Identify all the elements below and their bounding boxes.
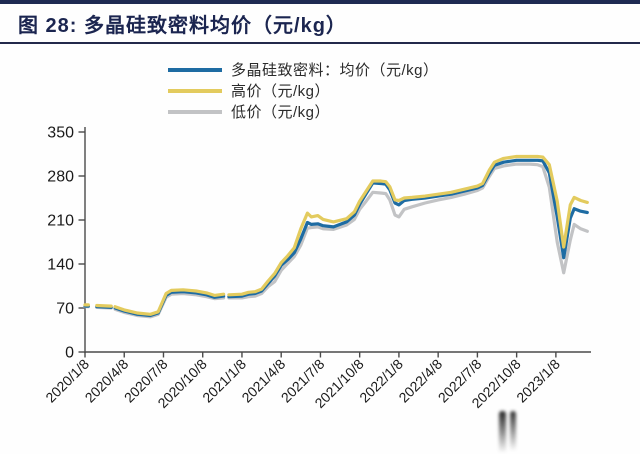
legend-item-high: 高价（元/kg） [168, 80, 439, 101]
x-tick-label: 2023/1/8 [513, 356, 563, 406]
series-low [83, 162, 589, 319]
y-tick-label: 350 [47, 125, 74, 142]
legend-item-avg: 多晶硅致密料：均价（元/kg） [168, 59, 439, 80]
series-avg [83, 158, 589, 318]
y-axis: 0 70 140 210 280 350 [47, 125, 86, 362]
legend-label-low: 低价（元/kg） [231, 104, 331, 121]
legend-label-high: 高价（元/kg） [231, 83, 331, 100]
title-underline [0, 42, 640, 44]
figure-title: 图 28: 多晶硅致密料均价（元/kg） [18, 15, 347, 37]
top-accent-bar [0, 0, 640, 4]
avg-line-swatch [168, 67, 222, 72]
legend-item-low: 低价（元/kg） [168, 101, 439, 122]
high-line-swatch [168, 88, 222, 93]
x-axis: 2020/1/82020/4/82020/7/82020/10/82021/1/… [42, 351, 591, 411]
y-tick-label: 0 [65, 345, 74, 362]
watermark-artifact [497, 411, 527, 454]
legend-label-avg: 多晶硅致密料：均价（元/kg） [231, 62, 439, 79]
y-tick-label: 70 [56, 301, 74, 318]
y-tick-label: 140 [47, 257, 74, 274]
chart-legend: 多晶硅致密料：均价（元/kg） 高价（元/kg） 低价（元/kg） [168, 59, 439, 122]
low-line-swatch [168, 109, 222, 114]
y-tick-label: 280 [47, 169, 74, 186]
y-tick-label: 210 [47, 213, 74, 230]
series-high [83, 154, 589, 316]
